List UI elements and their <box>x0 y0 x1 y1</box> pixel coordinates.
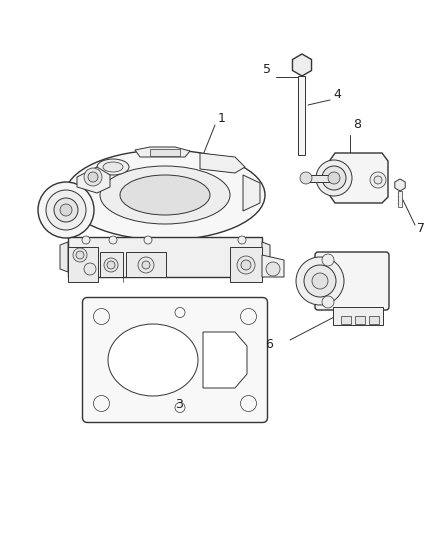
Polygon shape <box>230 247 261 282</box>
Polygon shape <box>68 247 98 282</box>
Circle shape <box>76 251 84 259</box>
Circle shape <box>93 395 109 411</box>
Polygon shape <box>200 153 244 173</box>
Polygon shape <box>68 237 261 277</box>
Polygon shape <box>332 307 382 325</box>
Ellipse shape <box>97 159 129 175</box>
Circle shape <box>303 265 335 297</box>
Polygon shape <box>100 252 123 277</box>
Polygon shape <box>327 153 387 203</box>
Circle shape <box>237 236 245 244</box>
Circle shape <box>46 190 86 230</box>
Polygon shape <box>394 179 404 191</box>
Text: 3: 3 <box>175 398 183 411</box>
Circle shape <box>38 182 94 238</box>
Circle shape <box>88 172 98 182</box>
Circle shape <box>138 257 154 273</box>
Circle shape <box>73 248 87 262</box>
Circle shape <box>84 168 102 186</box>
Text: 4: 4 <box>332 88 340 101</box>
Bar <box>340 316 350 324</box>
Text: 7: 7 <box>416 222 424 235</box>
Circle shape <box>321 254 333 266</box>
Circle shape <box>107 261 115 269</box>
Polygon shape <box>261 255 283 277</box>
Bar <box>368 316 378 324</box>
FancyBboxPatch shape <box>314 252 388 310</box>
Circle shape <box>295 257 343 305</box>
Circle shape <box>54 198 78 222</box>
Bar <box>354 316 364 324</box>
Circle shape <box>240 260 251 270</box>
Ellipse shape <box>65 150 265 240</box>
Polygon shape <box>292 54 311 76</box>
Circle shape <box>104 258 118 272</box>
Circle shape <box>93 309 109 325</box>
Polygon shape <box>261 242 269 272</box>
Text: 5: 5 <box>262 63 270 76</box>
Circle shape <box>141 261 150 269</box>
Circle shape <box>327 172 339 184</box>
Polygon shape <box>243 175 259 211</box>
Circle shape <box>240 395 256 411</box>
Circle shape <box>144 236 152 244</box>
Circle shape <box>175 308 184 318</box>
Bar <box>397 191 401 207</box>
Circle shape <box>373 176 381 184</box>
Text: 1: 1 <box>218 112 226 125</box>
FancyBboxPatch shape <box>82 297 267 423</box>
Ellipse shape <box>100 166 230 224</box>
Ellipse shape <box>108 324 198 396</box>
Polygon shape <box>202 332 247 388</box>
Ellipse shape <box>120 175 209 215</box>
Bar <box>298 76 305 155</box>
Circle shape <box>311 273 327 289</box>
Bar <box>150 149 180 156</box>
Circle shape <box>109 236 117 244</box>
Text: 6: 6 <box>265 338 272 351</box>
Circle shape <box>60 204 72 216</box>
Polygon shape <box>60 242 68 272</box>
Circle shape <box>321 166 345 190</box>
Circle shape <box>237 256 254 274</box>
Circle shape <box>82 236 90 244</box>
Circle shape <box>315 160 351 196</box>
Polygon shape <box>126 252 166 277</box>
Circle shape <box>84 263 96 275</box>
Ellipse shape <box>103 162 123 172</box>
Bar <box>307 175 333 182</box>
Circle shape <box>240 309 256 325</box>
Polygon shape <box>77 167 110 193</box>
Circle shape <box>175 402 184 413</box>
Circle shape <box>299 172 311 184</box>
Polygon shape <box>135 147 190 157</box>
Circle shape <box>321 296 333 308</box>
Text: 8: 8 <box>352 118 360 131</box>
Ellipse shape <box>265 262 279 276</box>
Circle shape <box>369 172 385 188</box>
